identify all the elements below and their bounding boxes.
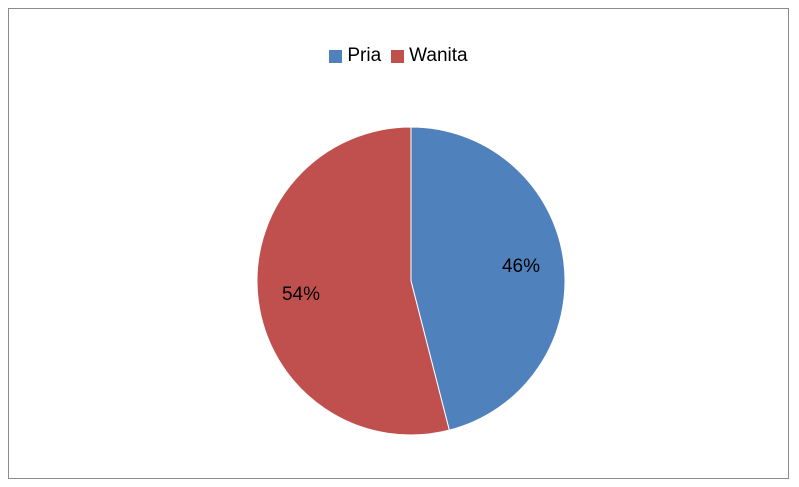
pie-slice-wanita	[256, 126, 450, 436]
legend-item-wanita: Wanita	[391, 45, 468, 67]
pie-slice-pria	[410, 126, 566, 431]
pie-chart: 46% 54%	[256, 126, 566, 436]
legend-label-pria: Pria	[347, 45, 382, 66]
legend-label-wanita: Wanita	[409, 45, 468, 66]
legend-swatch-pria	[329, 49, 343, 63]
legend-swatch-wanita	[391, 49, 405, 63]
data-label-pria: 46%	[502, 256, 540, 277]
legend-item-pria: Pria	[329, 45, 381, 67]
legend: Pria Wanita	[9, 45, 788, 67]
data-label-wanita: 54%	[282, 284, 320, 305]
chart-area: Pria Wanita 46% 54%	[8, 8, 789, 479]
